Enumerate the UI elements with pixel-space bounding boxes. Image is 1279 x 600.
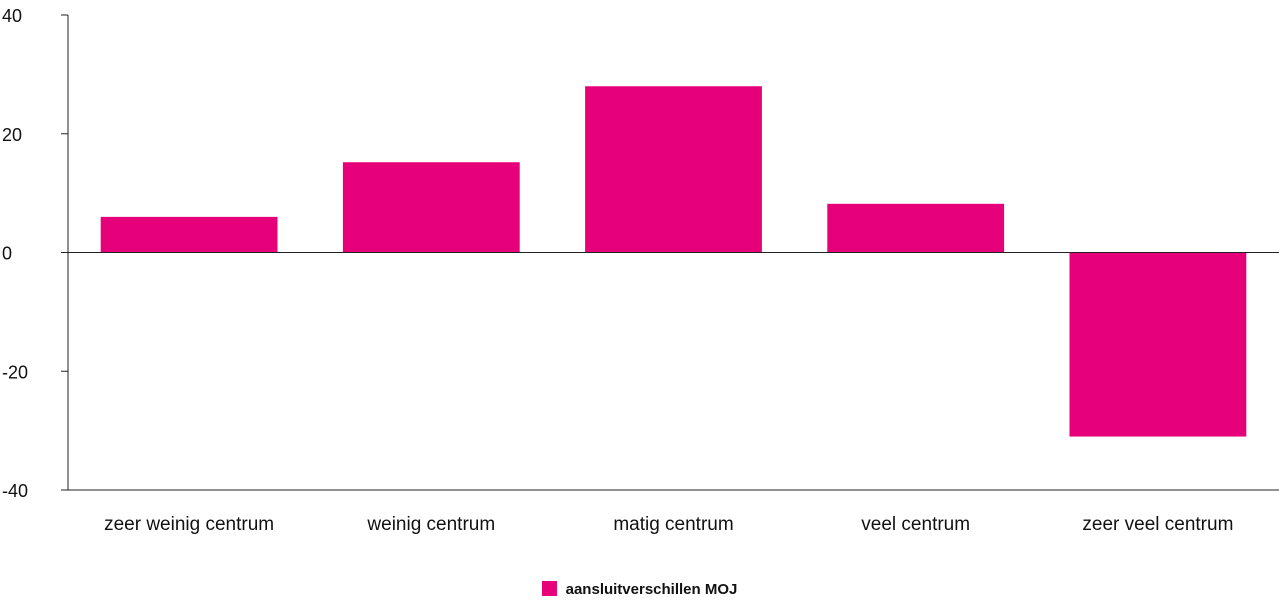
x-category-label: veel centrum — [861, 514, 970, 535]
x-axis: zeer weinig centrum weinig centrum matig c… — [68, 252, 1279, 535]
y-tick-label: 0 — [2, 244, 12, 264]
y-tick-label: -20 — [2, 362, 28, 382]
y-tick-label: 20 — [2, 125, 22, 145]
x-category-label: weinig centrum — [366, 514, 495, 535]
bar — [585, 86, 762, 253]
bar — [827, 203, 1005, 253]
bar — [342, 162, 520, 253]
x-category-label: zeer veel centrum — [1082, 514, 1233, 535]
y-tick-label: -40 — [2, 481, 28, 501]
legend: aansluitverschillen MOJ — [0, 581, 1279, 599]
x-category-label: matig centrum — [613, 514, 733, 535]
y-tick-label: 40 — [2, 6, 22, 26]
x-category-label: zeer weinig centrum — [104, 514, 274, 535]
legend-label: aansluitverschillen MOJ — [565, 581, 738, 598]
bar — [1069, 252, 1247, 437]
bar — [100, 216, 278, 253]
y-axis: 40 20 0 -20 -40 — [2, 6, 69, 501]
bars — [100, 86, 1247, 437]
legend-swatch — [541, 581, 557, 596]
